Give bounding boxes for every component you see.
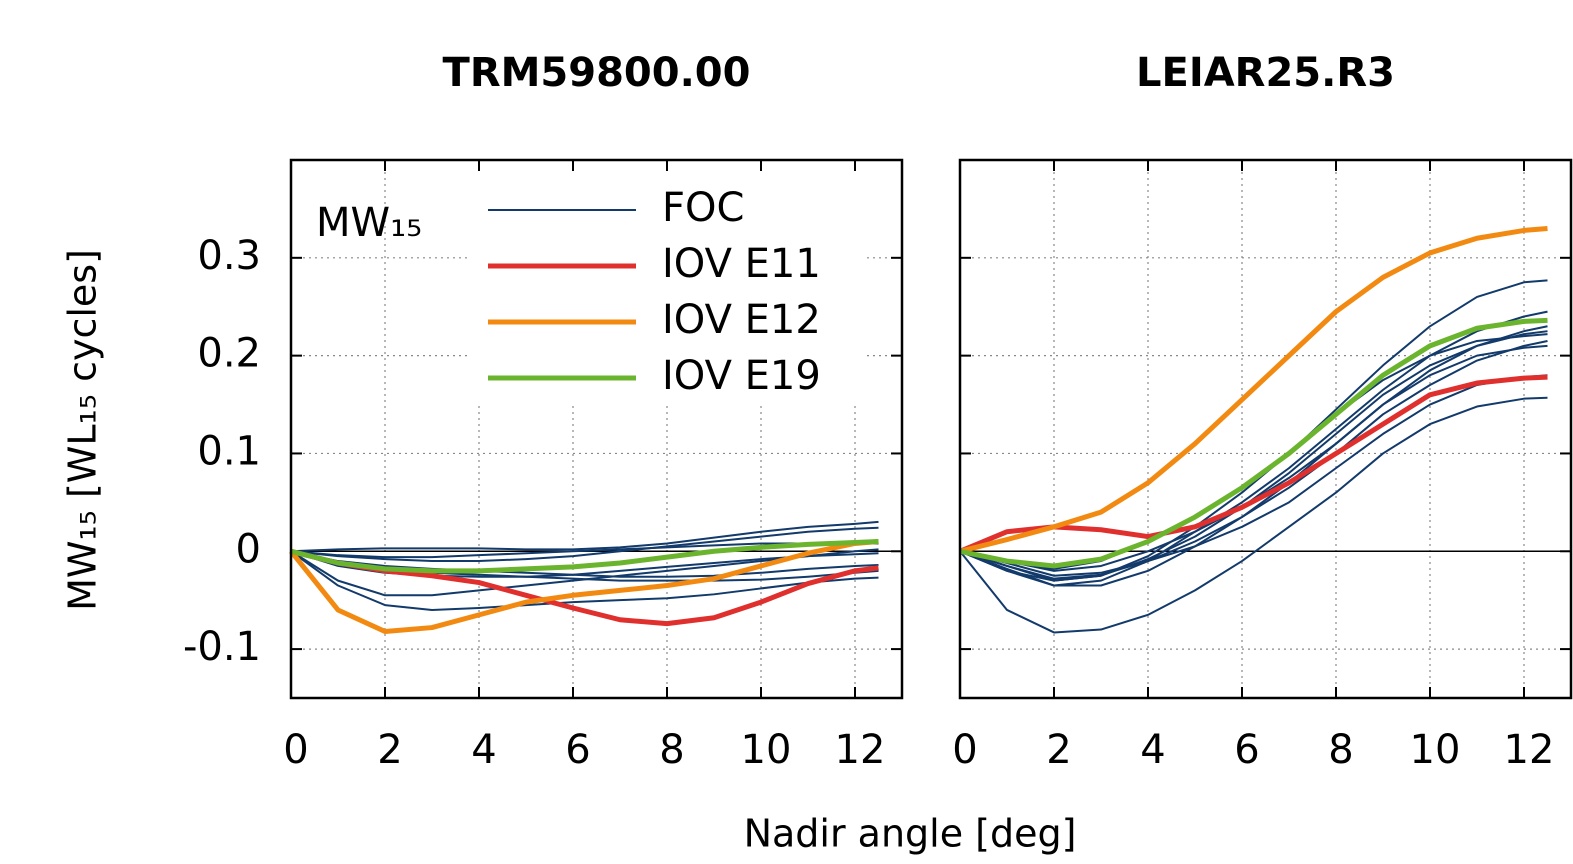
x-tick-label: 8 — [659, 727, 684, 773]
series-line — [959, 279, 1548, 582]
series-line — [959, 317, 1548, 569]
series-line — [959, 396, 1548, 634]
series-line — [959, 374, 1548, 577]
x-tick-label: 4 — [471, 727, 496, 773]
x-tick-label: 2 — [1046, 727, 1071, 773]
panel-title: LEIAR25.R3 — [1136, 50, 1395, 96]
series-line — [290, 550, 879, 611]
series-line — [959, 339, 1548, 580]
series-line — [959, 225, 1548, 554]
y-tick-label: -0.1 — [183, 624, 261, 670]
legend-label: IOV E11 — [662, 241, 821, 287]
series-line — [289, 538, 879, 634]
x-axis-label: Nadir angle [deg] — [744, 812, 1077, 856]
y-tick-label: 0 — [236, 526, 261, 572]
x-tick-label: 12 — [835, 727, 886, 773]
plot-frame — [289, 158, 904, 700]
x-tick-label: 6 — [565, 727, 590, 773]
y-tick-label: 0.3 — [197, 233, 261, 279]
series-line — [290, 520, 879, 553]
series-line — [290, 526, 879, 563]
x-tick-label: 0 — [952, 727, 977, 773]
series-line — [290, 548, 879, 627]
y-axis-label: MW₁₅ [WL₁₅ cycles] — [61, 249, 105, 611]
plot-frame — [958, 158, 1573, 700]
series-line — [290, 550, 879, 578]
x-tick-label: 10 — [741, 727, 792, 773]
x-tick-label: 12 — [1504, 727, 1555, 773]
panel-title: TRM59800.00 — [443, 50, 751, 96]
y-tick-label: 0.1 — [197, 428, 261, 474]
series-line — [959, 330, 1548, 587]
x-tick-label: 2 — [377, 727, 402, 773]
x-tick-label: 6 — [1234, 727, 1259, 773]
series-line — [959, 374, 1548, 554]
x-tick-label: 10 — [1410, 727, 1461, 773]
series-line — [959, 344, 1548, 572]
legend-label: IOV E12 — [662, 297, 821, 343]
legend-title: MW₁₅ — [316, 200, 422, 246]
legend-label: FOC — [662, 185, 744, 231]
y-tick-label: 0.2 — [197, 331, 261, 377]
legend-label: IOV E19 — [662, 353, 821, 399]
series-line — [290, 538, 879, 574]
x-tick-label: 8 — [1328, 727, 1353, 773]
x-tick-label: 4 — [1140, 727, 1165, 773]
x-tick-label: 0 — [283, 727, 308, 773]
